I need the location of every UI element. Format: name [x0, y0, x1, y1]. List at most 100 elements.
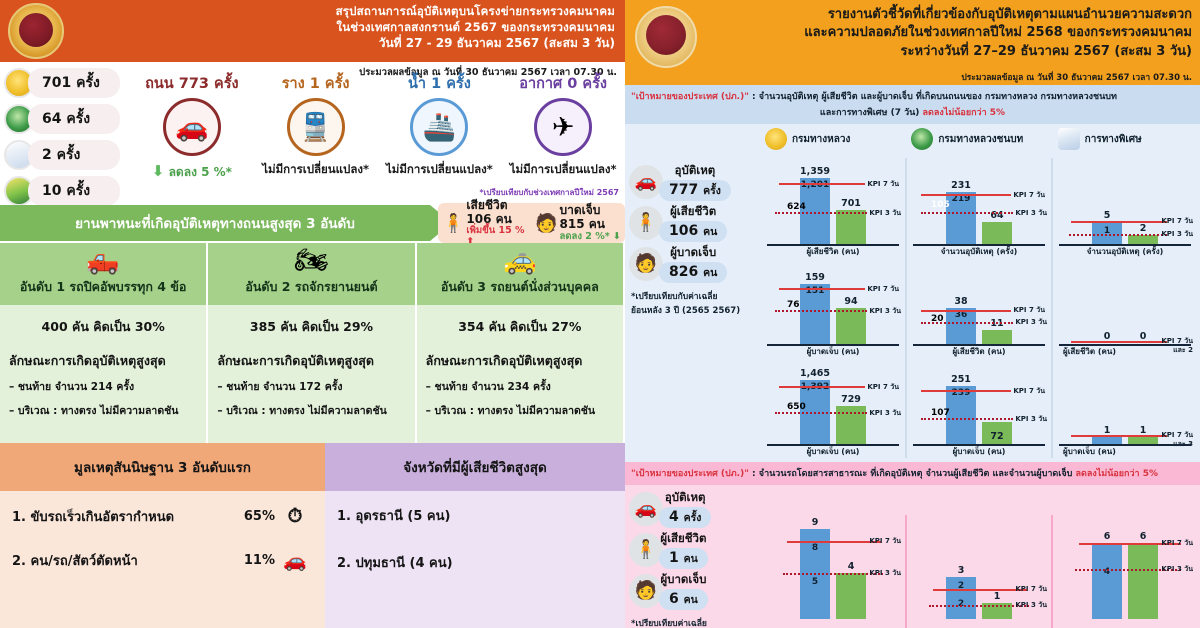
stat-unit: ครั้ง	[683, 512, 702, 524]
bar-top-label: 1	[1103, 425, 1111, 436]
stat-unit: คน	[683, 553, 698, 565]
chart-axis	[767, 344, 899, 346]
goal-text: จำนวนรถโดยสารสาธารณะ ที่เกิดอุบัติเหตุ จ…	[758, 469, 1073, 479]
goal-statement-1: "เป้าหมายของประเทศ (ปภ.)" : จำนวนอุบัติเ…	[625, 85, 1200, 124]
bar-top-label: 6	[1103, 531, 1111, 542]
left-header: สรุปสถานการณ์อุบัติเหตุบนโครงข่ายกระทรวง…	[0, 0, 625, 62]
green-seal-icon	[4, 103, 34, 134]
arrow-down-icon: ⬇	[151, 162, 165, 180]
ministry-seal-icon	[8, 3, 64, 59]
bar-7day: 38 36	[946, 296, 976, 344]
bar-top-label: 94	[844, 296, 858, 307]
causes-title: มูลเหตุสันนิษฐาน 3 อันดับแรก	[0, 443, 325, 491]
kpi3-line	[921, 322, 1013, 324]
kpi7-line	[787, 541, 881, 543]
kpi7-line	[1079, 543, 1181, 545]
bar-inner-label-kpi3: 2	[957, 599, 965, 609]
stat-note-public: *เปรียบเทียบค่าเฉลี่ย	[631, 619, 707, 628]
cause-pct: 11%	[243, 553, 275, 568]
left-asof-text: ประมวลผลข้อมูล ณ วันที่ 30 ธันวาคม 2567 …	[359, 67, 617, 78]
left-title-block: สรุปสถานการณ์อุบัติเหตุบนโครงข่ายกระทรวง…	[70, 0, 625, 52]
bar-3day: 1	[1128, 425, 1158, 444]
injured-person-icon: 🧑	[629, 246, 663, 281]
kpi7-line	[1071, 341, 1167, 343]
bar-top-label: 4	[847, 561, 855, 572]
stat-deaths-public: 🧍 ผู้เสียชีวิต 1 คน	[629, 530, 761, 569]
kpi3-line	[783, 573, 883, 575]
bar-top-label: 5	[1103, 210, 1111, 221]
bar-top-label: 2	[1139, 223, 1147, 234]
goal-sep: :	[752, 92, 756, 102]
vehicle-title: อันดับ 2 รถจักรยานยนต์	[245, 279, 378, 294]
fatality-icon: 🧍	[442, 212, 465, 234]
bar-7day: 5 1	[1092, 210, 1122, 244]
goal-key: "เป้าหมายของประเทศ (ปภ.)"	[631, 469, 749, 479]
chart-axis-label: ผู้บาดเจ็บ (คน)	[806, 347, 860, 356]
kpi7-label: KPI 7 วัน	[1013, 387, 1045, 395]
agency-badge: 64 ครั้ง	[4, 102, 134, 135]
bar-top-label: 3	[957, 565, 965, 576]
vehicle-detail-2: – บริเวณ : ทางตรง ไม่มีความลาดชัน	[9, 405, 179, 417]
bar-inner-label: 1,201	[800, 180, 830, 190]
injured-person-icon: 🧑	[629, 573, 663, 608]
mode-sub: ไม่มีการเปลี่ยนแปลง*	[262, 162, 370, 176]
agency-badge-value: 701 ครั้ง	[28, 67, 120, 98]
provinces-title: จังหวัดที่มีผู้เสียชีวิตสูงสุด	[325, 443, 625, 491]
bar-top-label: 1,359	[799, 166, 831, 177]
goal-key: "เป้าหมายของประเทศ (ปภ.)"	[631, 92, 749, 102]
kpi3-label: KPI 3 วัน	[1015, 209, 1047, 217]
stat-value: 106 คน	[659, 221, 728, 242]
kpi7-line	[779, 183, 865, 185]
bar-inner-label-3day: 20	[931, 314, 944, 324]
right-panel: รายงานตัวชี้วัดที่เกี่ยวข้องกับอุบัติเหต…	[625, 0, 1200, 628]
chart-axis	[1059, 444, 1191, 446]
kpi7-line	[921, 390, 1011, 392]
bar-inner-label: 36	[954, 310, 968, 320]
compare-note: *เปรียบเทียบกับช่วงเทศกาลปีใหม่ 2567	[479, 188, 620, 197]
chart-axis	[913, 444, 1045, 446]
bar-top-label: 6	[1139, 531, 1147, 542]
right-title-line1: รายงานตัวชี้วัดที่เกี่ยวข้องกับอุบัติเหต…	[827, 7, 1192, 22]
bar-7day: 3 2 2	[946, 565, 976, 619]
kpi3-label: KPI 3 วัน	[869, 307, 901, 315]
stat-label: ผู้เสียชีวิต	[660, 531, 707, 545]
kpi3-label: KPI 3 วัน	[1015, 318, 1047, 326]
kpi-chart-grid-main: 1,359 1,201 701 624 KPI 7 วัน KPI 3 วัน	[761, 158, 1197, 458]
stat-value: 6 คน	[659, 589, 708, 610]
chart-doh-injuries: 1,465 1,392 729 650 KPI 7 วัน KPI 3 วัน	[765, 358, 901, 456]
stat-number: 106	[669, 223, 699, 239]
chart-axis	[767, 444, 899, 446]
chart-public-exat: 6 4 6 KPI 7 วัน KPI 3 วัน	[1057, 515, 1193, 628]
chart-column-doh: 1,359 1,201 701 624 KPI 7 วัน KPI 3 วัน	[761, 158, 905, 458]
kpi7-label: KPI 7 วัน	[867, 285, 899, 293]
stat-number: 1	[669, 550, 679, 566]
stat-accidents: 🚗 อุบัติเหตุ 777 ครั้ง	[629, 162, 761, 201]
kpi7-label: KPI 7 วัน	[867, 180, 899, 188]
bar-inner-label: 239	[951, 388, 971, 398]
chart-axis	[913, 344, 1045, 346]
dead-label: เสียชีวิต 106 คน	[466, 197, 512, 226]
bar-inner-label-3day: 76	[787, 300, 800, 310]
agency-badge-list: 701 ครั้ง 64 ครั้ง 2 ครั้ง 10 ครั้ง	[4, 66, 134, 210]
bar-inner-label-kpi3: 5	[811, 577, 819, 587]
fatality-icon: 🧍	[629, 205, 663, 240]
right-title-line3: ระหว่างวันที่ 27–29 ธันวาคม 2567 (สะสม 3…	[900, 43, 1192, 59]
chart-axis-label: ผู้เสียชีวิต (คน)	[1063, 347, 1117, 356]
bar-top-label: 38	[954, 296, 968, 307]
goal-text: จำนวนอุบัติเหตุ ผู้เสียชีวิต และผู้บาดเจ…	[758, 92, 1117, 102]
agency-badge-value: 64 ครั้ง	[28, 103, 120, 134]
vehicle-detail-1: – ชนท้าย จำนวน 234 ครั้ง	[425, 381, 551, 393]
causes-panel: มูลเหตุสันนิษฐาน 3 อันดับแรก 1. ขับรถเร็…	[0, 443, 325, 628]
chart-axis-label: จำนวนอุบัติเหตุ (ครั้ง)	[940, 247, 1018, 256]
dead-change-text: เพิ่มขึ้น 15 %	[466, 225, 525, 237]
vehicle-pct: 400 คัน คิดเป็น 30%	[41, 319, 165, 334]
bar-7day: 0	[1092, 331, 1122, 344]
vehicle-detail-2: – บริเวณ : ทางตรง ไม่มีความลาดชัน	[425, 405, 596, 417]
vehicle-rank-2: 🏍 อันดับ 2 รถจักรยานยนต์ 385 คัน คิดเป็น…	[208, 243, 417, 443]
kpi3-line	[1075, 569, 1181, 571]
bar-inner-label: 4	[1103, 567, 1111, 577]
chart-axis	[767, 244, 899, 246]
chart-axis-label: จำนวนอุบัติเหตุ (ครั้ง)	[1086, 247, 1164, 256]
bar-7day: 6 4	[1092, 531, 1122, 619]
chart-column-drr: 231 219 64 105 KPI 7 วัน KPI 3 วัน	[905, 158, 1051, 458]
